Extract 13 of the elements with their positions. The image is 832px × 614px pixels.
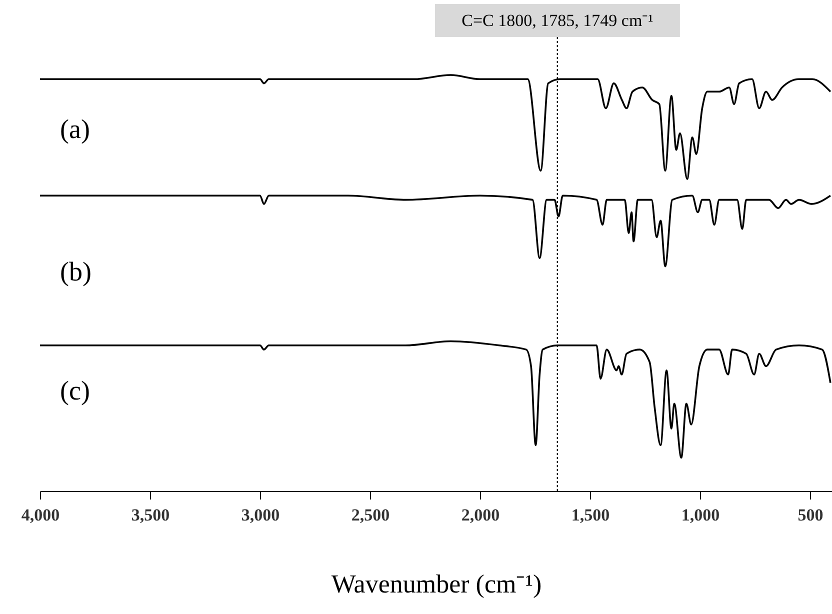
x-tick-label: 3,500 xyxy=(131,506,170,524)
x-axis-title: Wavenumber (cm⁻¹) xyxy=(331,570,542,598)
series-label: (c) xyxy=(60,375,90,406)
x-tick-label: 4,000 xyxy=(21,506,60,524)
x-tick-label: 1,500 xyxy=(571,506,610,524)
x-tick-label: 2,000 xyxy=(461,506,500,524)
series-label: (a) xyxy=(60,114,90,144)
ref-line-label: C=C 1800, 1785, 1749 cm⁻¹ xyxy=(462,11,654,30)
x-tick-label: 2,500 xyxy=(351,506,390,524)
text: (b) xyxy=(60,256,92,287)
x-tick-label: 1,000 xyxy=(681,506,720,524)
x-tick-label: 500 xyxy=(798,506,824,524)
x-tick-label: 3,000 xyxy=(241,506,280,524)
